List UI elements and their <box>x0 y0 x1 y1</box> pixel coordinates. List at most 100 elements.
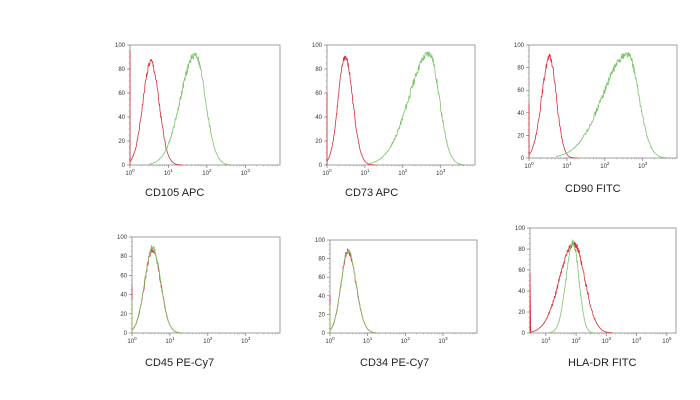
x-tick-exponent: 1 <box>172 336 175 341</box>
x-tick-label: 100 <box>127 336 137 345</box>
y-tick-label: 100 <box>515 226 526 232</box>
x-tick-exponent: 1 <box>569 161 572 166</box>
x-tick-exponent: 4 <box>639 336 642 341</box>
y-tick-label: 40 <box>120 293 127 299</box>
x-tick-exponent: 3 <box>247 168 250 173</box>
x-tick-label: 103 <box>602 336 612 345</box>
plot-frame <box>326 44 476 166</box>
x-tick-label: 100 <box>524 161 534 170</box>
panel-title: HLA-DR FITC <box>568 357 637 369</box>
y-tick-label: 80 <box>120 254 127 260</box>
x-tick-label: 103 <box>436 168 446 177</box>
y-tick-label: 100 <box>514 43 525 49</box>
histogram-panel: 0 20 40 60 80 100 101 102 103 104 105 HLA-DR FITC <box>515 226 677 369</box>
x-tick-exponent: 2 <box>407 336 410 341</box>
y-tick-label: 60 <box>318 275 325 281</box>
y-tick-label: 100 <box>115 43 126 49</box>
x-tick-exponent: 1 <box>367 168 370 173</box>
plot-frame <box>329 239 478 334</box>
y-tick-label: 20 <box>318 312 325 318</box>
x-tick-label: 102 <box>600 161 610 170</box>
panel-title: CD34 PE-Cy7 <box>360 357 429 369</box>
x-tick-label: 102 <box>398 168 408 177</box>
x-tick-exponent: 2 <box>607 161 610 166</box>
panel-title: CD90 FITC <box>565 183 621 195</box>
marker-histogram-line <box>149 52 233 166</box>
x-tick-exponent: 0 <box>134 336 137 341</box>
x-tick-exponent: 1 <box>370 336 373 341</box>
y-tick-label: 60 <box>315 91 322 97</box>
panel-title: CD105 APC <box>145 187 204 199</box>
x-tick-exponent: 3 <box>608 336 611 341</box>
marker-histogram-line <box>555 51 669 159</box>
x-tick-exponent: 0 <box>329 168 332 173</box>
x-tick-exponent: 1 <box>548 336 551 341</box>
x-tick-label: 103 <box>241 168 251 177</box>
y-tick-label: 100 <box>117 235 128 241</box>
marker-histogram-line <box>548 239 597 334</box>
marker-histogram-line <box>368 51 467 166</box>
x-tick-exponent: 2 <box>210 336 213 341</box>
y-tick-label: 40 <box>318 294 325 300</box>
x-tick-label: 101 <box>360 168 370 177</box>
y-tick-label: 60 <box>517 88 524 94</box>
x-tick-exponent: 3 <box>248 336 251 341</box>
x-tick-label: 101 <box>363 336 373 345</box>
y-tick-label: 60 <box>120 273 127 279</box>
y-tick-label: 0 <box>319 163 323 169</box>
y-tick-label: 100 <box>315 238 326 244</box>
y-tick-label: 0 <box>522 331 526 337</box>
x-tick-exponent: 2 <box>209 168 212 173</box>
histogram-panel: 0 20 40 60 80 100 100 101 102 1 0 3 CD45 PE-Cy7 <box>117 235 281 369</box>
x-tick-exponent: 0 <box>332 336 335 341</box>
y-tick-label: 20 <box>315 139 322 145</box>
y-tick-label: 40 <box>315 115 322 121</box>
y-tick-label: 80 <box>118 67 125 73</box>
y-tick-label: 0 <box>122 163 126 169</box>
x-tick-exponent: 0 <box>531 161 534 166</box>
panel-title: CD45 PE-Cy7 <box>145 357 214 369</box>
control-histogram-line <box>528 53 578 159</box>
x-tick-label: 102 <box>401 336 411 345</box>
x-tick-label: 101 <box>562 161 572 170</box>
y-tick-label: 60 <box>118 91 125 97</box>
x-tick-label: 100 <box>125 168 135 177</box>
y-tick-label: 20 <box>120 312 127 318</box>
y-tick-label: 80 <box>318 257 325 263</box>
x-tick-label: 101 <box>165 336 175 345</box>
marker-histogram-line <box>329 249 380 334</box>
control-histogram-line <box>131 247 184 334</box>
x-tick-label: 103 <box>438 336 448 345</box>
y-tick-label: 0 <box>124 331 128 337</box>
y-tick-label: 20 <box>118 139 125 145</box>
y-tick-label: 0 <box>521 156 525 162</box>
y-tick-label: 20 <box>518 310 525 316</box>
x-tick-label: 102 <box>571 336 581 345</box>
x-tick-exponent: 3 <box>443 168 446 173</box>
x-tick-label: 102 <box>202 168 212 177</box>
x-tick-label: 105 <box>662 336 672 345</box>
x-tick-label: 101 <box>164 168 174 177</box>
x-tick-label: 100 <box>322 168 332 177</box>
y-tick-label: 20 <box>517 133 524 139</box>
x-tick-label: 102 <box>203 336 213 345</box>
x-tick-exponent: 3 <box>645 161 648 166</box>
x-tick-exponent: 1 <box>171 168 174 173</box>
y-tick-label: 0 <box>322 331 326 337</box>
y-tick-label: 80 <box>517 66 524 72</box>
x-tick-exponent: 3 <box>445 336 448 341</box>
control-histogram-line <box>529 240 613 334</box>
y-tick-label: 100 <box>312 43 323 49</box>
y-tick-label: 80 <box>518 247 525 253</box>
y-tick-label: 40 <box>517 111 524 117</box>
plot-frame <box>529 227 677 334</box>
x-tick-label: 104 <box>632 336 642 345</box>
control-histogram-line <box>326 55 376 166</box>
x-tick-exponent: 0 <box>132 168 135 173</box>
y-tick-label: 40 <box>518 289 525 295</box>
y-tick-label: 80 <box>315 67 322 73</box>
